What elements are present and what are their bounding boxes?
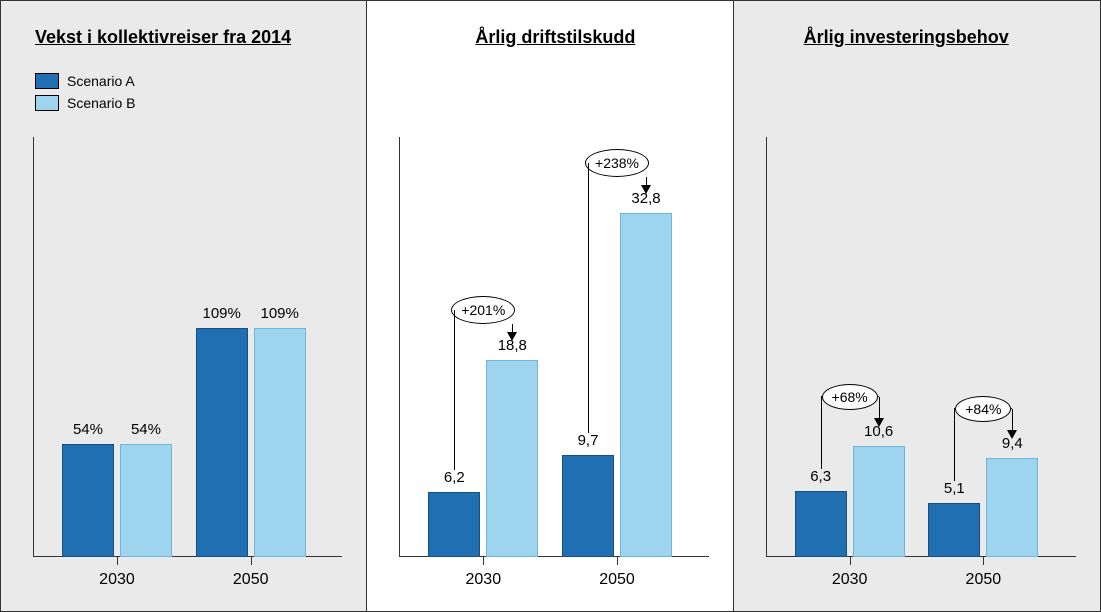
bar-value-label: 6,2 xyxy=(444,469,465,486)
x-axis-label: 2030 xyxy=(99,571,135,589)
x-axis-label: 2050 xyxy=(966,571,1002,589)
bar-series-a xyxy=(62,444,114,557)
bar-series-a xyxy=(562,455,614,557)
chart-area: 20306,310,6+68%20505,19,4+84% xyxy=(766,137,1076,557)
callout-oval: +68% xyxy=(822,384,878,410)
x-axis-label: 2050 xyxy=(233,571,269,589)
axis-tick xyxy=(850,557,851,565)
chart-area: 20306,218,8+201%20509,732,8+238% xyxy=(399,137,708,557)
bar-value-label: 5,1 xyxy=(944,480,965,497)
axis-y xyxy=(399,137,400,557)
callout-arrow-line xyxy=(879,397,880,410)
axis-y xyxy=(33,137,34,557)
chart-canvas: Vekst i kollektivreiser fra 2014 Scenario… xyxy=(0,0,1101,612)
bar-series-b xyxy=(986,458,1038,557)
arrow-down-icon xyxy=(507,332,517,341)
x-axis-label: 2030 xyxy=(832,571,868,589)
legend-label: Scenario B xyxy=(67,95,135,111)
arrow-down-icon xyxy=(874,418,884,427)
x-axis-label: 2050 xyxy=(599,571,635,589)
bar-value-label: 109% xyxy=(203,305,241,322)
callout-text: +68% xyxy=(832,389,868,405)
legend-item: Scenario B xyxy=(35,95,135,111)
callout-oval: +238% xyxy=(585,149,649,177)
bar-value-label: 109% xyxy=(261,305,299,322)
bar-value-label: 9,7 xyxy=(578,432,599,449)
callout-text: +201% xyxy=(461,302,505,318)
legend: Scenario A Scenario B xyxy=(35,73,135,117)
axis-tick xyxy=(483,557,484,565)
callout-arrow-line xyxy=(588,163,589,434)
bar-value-label: 6,3 xyxy=(810,468,831,485)
bar-series-b xyxy=(120,444,172,557)
bar-value-label: 54% xyxy=(131,421,161,438)
bar-series-a xyxy=(196,328,248,557)
callout-text: +84% xyxy=(965,401,1001,417)
callout-text: +238% xyxy=(595,155,639,171)
panel-title: Årlig driftstilskudd xyxy=(475,27,635,48)
callout-connector xyxy=(821,396,822,397)
callout-arrow-line xyxy=(821,397,822,469)
callout-oval: +201% xyxy=(451,296,515,324)
bar-series-b xyxy=(620,213,672,557)
panel-0: Vekst i kollektivreiser fra 2014 Scenario… xyxy=(1,1,367,611)
axis-y xyxy=(766,137,767,557)
arrow-down-icon xyxy=(641,185,651,194)
axis-tick xyxy=(117,557,118,565)
legend-label: Scenario A xyxy=(67,73,135,89)
bar-series-b xyxy=(853,446,905,557)
bar-series-a xyxy=(928,503,980,557)
callout-arrow-line xyxy=(454,310,455,470)
callout-connector xyxy=(954,408,955,409)
axis-tick xyxy=(617,557,618,565)
callout-arrow-line xyxy=(1012,409,1013,422)
callout-arrow-line xyxy=(646,177,647,185)
axis-tick xyxy=(251,557,252,565)
callout-arrow-line xyxy=(512,324,513,332)
panel-title: Vekst i kollektivreiser fra 2014 xyxy=(35,27,291,48)
bar-series-b xyxy=(254,328,306,557)
callout-oval: +84% xyxy=(955,396,1011,422)
bar-series-a xyxy=(428,492,480,557)
bar-series-a xyxy=(795,491,847,557)
callout-arrow-line xyxy=(879,410,880,418)
panel-2: Årlig investeringsbehov 20306,310,6+68%20… xyxy=(734,1,1100,611)
callout-arrow-line xyxy=(1012,422,1013,430)
legend-swatch xyxy=(35,73,59,89)
axis-tick xyxy=(983,557,984,565)
legend-swatch xyxy=(35,95,59,111)
chart-area: 203054%54%2050109%109% xyxy=(33,137,342,557)
x-axis-label: 2030 xyxy=(466,571,502,589)
panel-1: Årlig driftstilskudd 20306,218,8+201%2050… xyxy=(367,1,733,611)
arrow-down-icon xyxy=(1007,430,1017,439)
panel-title: Årlig investeringsbehov xyxy=(804,27,1009,48)
legend-item: Scenario A xyxy=(35,73,135,89)
callout-arrow-line xyxy=(954,409,955,481)
bar-series-b xyxy=(486,360,538,557)
bar-value-label: 54% xyxy=(73,421,103,438)
